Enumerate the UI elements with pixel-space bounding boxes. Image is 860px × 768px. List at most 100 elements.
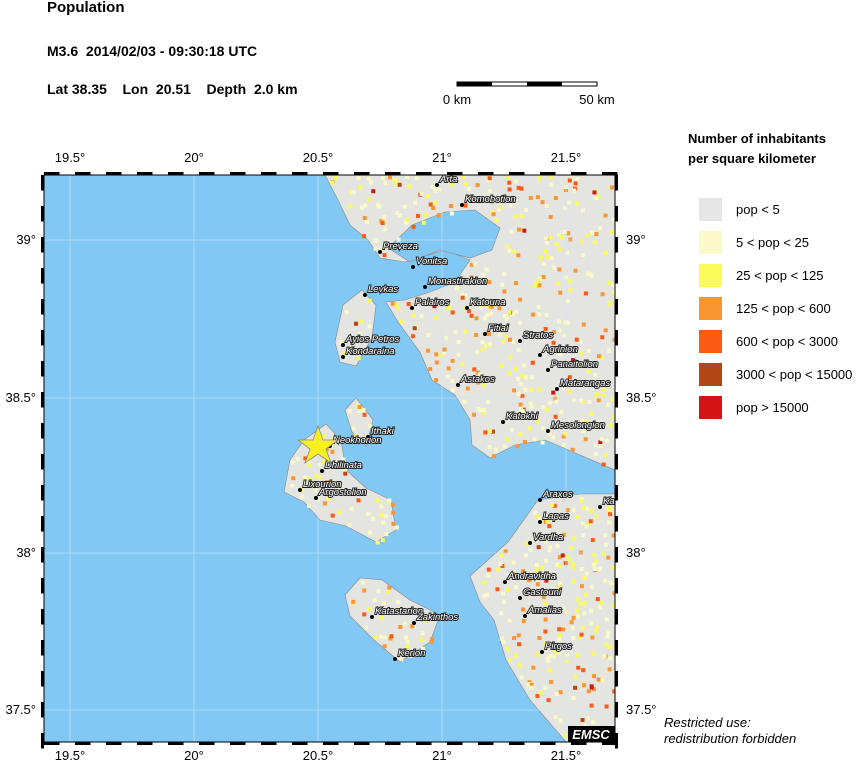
pop-cell <box>485 592 490 597</box>
pop-cell <box>548 182 553 187</box>
pop-cell <box>381 600 386 605</box>
pop-cell <box>551 265 556 270</box>
pop-cell <box>428 202 433 207</box>
pop-cell <box>541 261 546 266</box>
town-dot <box>363 293 367 297</box>
gulf <box>387 209 501 263</box>
pop-cell <box>508 355 513 360</box>
legend-label: 600 < pop < 3000 <box>736 334 838 349</box>
pop-cell <box>558 352 563 357</box>
pop-cell <box>585 271 590 276</box>
pop-cell <box>402 204 407 209</box>
pop-cell <box>590 720 595 725</box>
pop-cell <box>559 410 564 415</box>
pop-cell <box>551 390 556 395</box>
lon-label: 21° <box>432 748 452 763</box>
pop-cell <box>574 337 579 342</box>
pop-cell <box>600 335 605 340</box>
pop-cell <box>460 175 465 180</box>
frame-band <box>323 742 339 745</box>
pop-cell <box>554 399 559 404</box>
frame-band <box>41 485 44 501</box>
pop-cell <box>484 267 489 272</box>
pop-cell <box>362 234 367 239</box>
pop-cell <box>585 716 590 721</box>
pop-cell <box>549 679 554 684</box>
pop-cell <box>608 512 613 517</box>
pop-cell <box>585 506 590 511</box>
pop-cell <box>527 682 532 687</box>
scale-end: 50 km <box>579 92 614 107</box>
pop-cell <box>420 637 425 642</box>
land <box>283 175 615 742</box>
pop-cell <box>334 482 339 487</box>
pop-cell <box>502 314 507 319</box>
pop-cell <box>367 298 372 303</box>
pop-cell <box>506 175 511 180</box>
town-dot <box>423 285 427 289</box>
pop-cell <box>502 272 507 277</box>
lat-label: 38° <box>16 545 36 560</box>
pop-cell <box>612 337 615 342</box>
frame-band <box>354 742 370 745</box>
town-dot <box>410 306 414 310</box>
lon-label: 20° <box>184 150 204 165</box>
pop-cell <box>482 594 487 599</box>
pop-cell <box>580 521 585 526</box>
pop-cell <box>519 407 524 412</box>
pop-cell <box>411 313 416 318</box>
pop-cell <box>499 636 504 641</box>
pop-cell <box>466 186 471 191</box>
frame-band <box>44 742 60 745</box>
pop-cell <box>607 520 612 525</box>
pop-cell <box>474 316 479 321</box>
pop-cell <box>374 238 379 243</box>
town-dot <box>298 488 302 492</box>
pop-cell <box>570 562 575 567</box>
pop-cell <box>522 363 527 368</box>
pop-cell <box>463 293 468 298</box>
pop-cell <box>594 443 599 448</box>
pop-cell <box>465 386 470 391</box>
pop-cell <box>446 366 451 371</box>
pop-cell <box>557 555 562 560</box>
pop-cell <box>562 229 567 234</box>
frame-band <box>323 172 339 175</box>
town-dot <box>540 650 544 654</box>
pop-cell <box>437 188 442 193</box>
pop-cell <box>384 532 389 537</box>
pop-cell <box>460 362 465 367</box>
town-dot <box>456 383 460 387</box>
town-label: Zakinthos <box>416 612 458 623</box>
badge-bg <box>568 726 615 742</box>
pop-cell <box>565 250 570 255</box>
frame-band <box>615 547 618 563</box>
pop-cell <box>547 400 552 405</box>
pop-cell <box>383 635 388 640</box>
pop-cell <box>510 428 515 433</box>
pop-cell <box>599 355 604 360</box>
pop-cell <box>513 653 518 658</box>
pop-cell <box>604 704 609 709</box>
town-dot <box>370 615 374 619</box>
pop-cell <box>516 377 521 382</box>
pop-cell <box>558 718 563 723</box>
pop-cell <box>581 322 586 327</box>
pop-cell <box>558 290 563 295</box>
pop-cell <box>567 200 572 205</box>
pop-cell <box>565 508 570 513</box>
pop-cell <box>521 619 526 624</box>
legend-items: pop < 5 5 < pop < 25 25 < pop < 125 125 < p… <box>699 198 852 419</box>
pop-cell <box>545 519 550 524</box>
frame-band <box>41 392 44 408</box>
pop-cell <box>324 480 329 485</box>
pop-cell <box>424 300 429 305</box>
pop-cell <box>397 182 402 187</box>
pop-cell <box>543 327 548 332</box>
pop-cell <box>519 675 524 680</box>
town-dot <box>555 387 559 391</box>
legend-swatch <box>699 231 722 254</box>
legend-label: pop > 15000 <box>736 400 809 415</box>
pop-cell <box>516 633 521 638</box>
